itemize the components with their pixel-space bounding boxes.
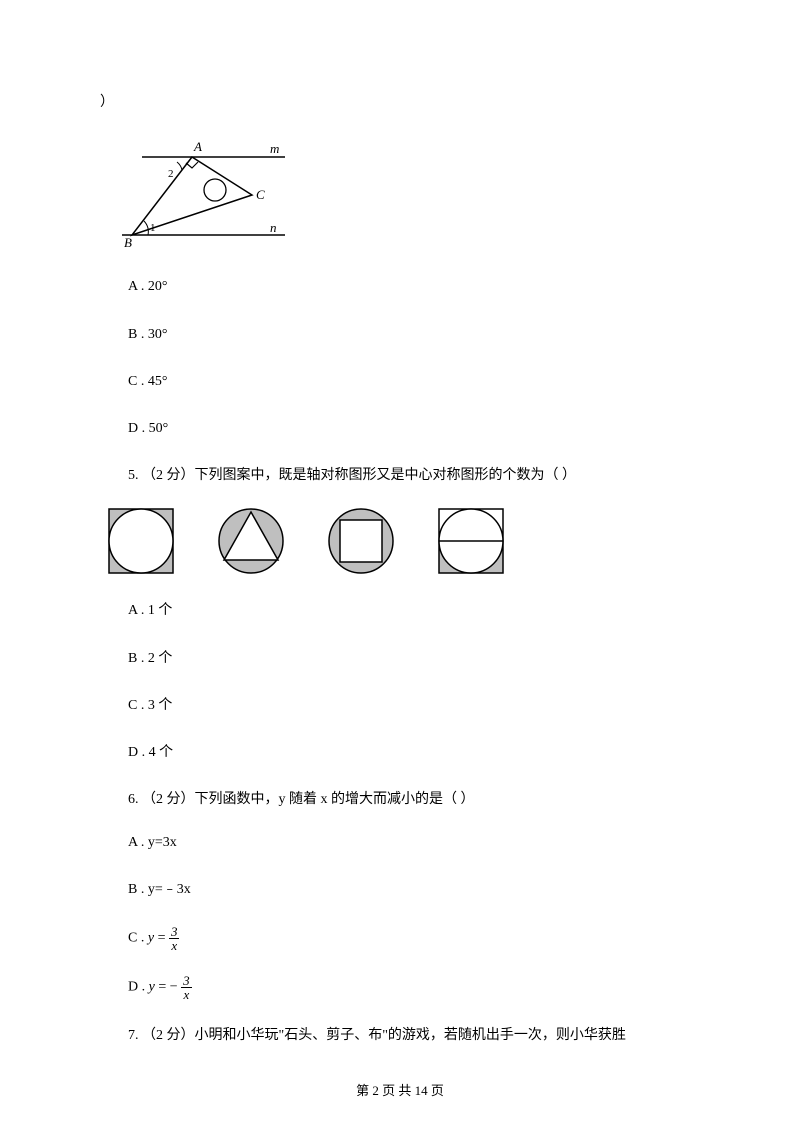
label-1: 1 (150, 222, 156, 234)
label-n: n (270, 220, 277, 235)
label-B: B (124, 235, 132, 247)
q5-option-b: B . 2 个 (100, 646, 700, 671)
q5-option-a: A . 1 个 (100, 598, 700, 623)
q5-stem: 5. （2 分）下列图案中，既是轴对称图形又是中心对称图形的个数为（ ） (100, 463, 700, 488)
q5-option-c: C . 3 个 (100, 693, 700, 718)
q4-option-a: A . 20° (100, 274, 700, 299)
label-A: A (193, 139, 202, 154)
page-footer: 第 2 页 共 14 页 (0, 1079, 800, 1102)
q4-option-b: B . 30° (100, 322, 700, 347)
shape-3 (326, 506, 396, 576)
q6-option-b: B . y=﹣3x (100, 877, 700, 902)
label-C: C (256, 187, 265, 202)
q6-option-c: C . y = 3x (100, 925, 700, 952)
q5-figures-row (106, 506, 700, 576)
shape-1 (106, 506, 176, 576)
q4-option-c: C . 45° (100, 369, 700, 394)
q7-stem: 7. （2 分）小明和小华玩"石头、剪子、布"的游戏，若随机出手一次，则小华获胜 (100, 1023, 700, 1048)
shape-2 (216, 506, 286, 576)
label-m: m (270, 141, 279, 156)
shape-4 (436, 506, 506, 576)
continuation-paren: ） (100, 90, 700, 115)
q6-option-a: A . y=3x (100, 830, 700, 855)
q6-stem: 6. （2 分）下列函数中，y 随着 x 的增大而减小的是（ ） (100, 787, 700, 812)
figure-triangle-parallel-lines: A B C m n 1 2 (110, 137, 700, 256)
label-2: 2 (168, 168, 174, 180)
q5-option-d: D . 4 个 (100, 740, 700, 765)
q6-option-d: D . y = − 3x (100, 974, 700, 1001)
q4-option-d: D . 50° (100, 416, 700, 441)
